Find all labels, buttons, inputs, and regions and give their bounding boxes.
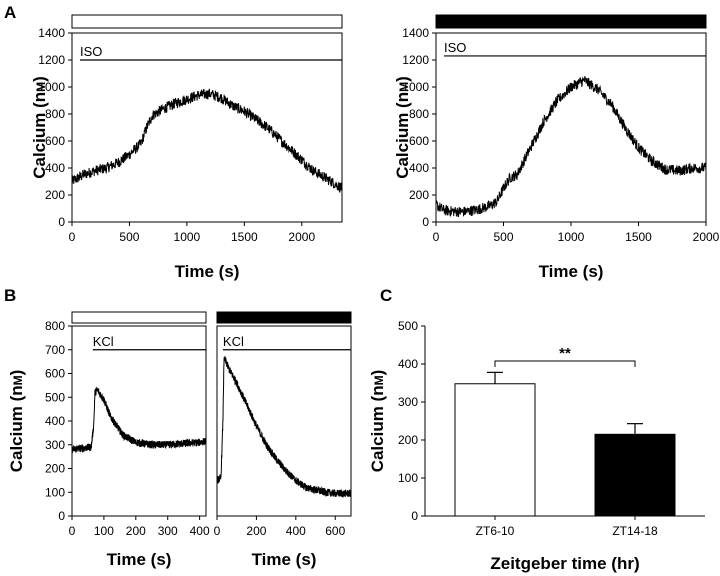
xtick-label-a2-0: 0 [433, 230, 440, 244]
ylabel-unit-molar: M [34, 82, 48, 92]
x-axis-label-b2: Time (s) [252, 550, 317, 569]
ylabel-unit-molar: M [11, 375, 25, 385]
ytick-label-b1-8: 800 [45, 319, 65, 333]
ytick-label-a2-0: 0 [422, 215, 429, 229]
xtick-label-b2-2: 400 [286, 524, 306, 538]
xtick-label-b1-3: 300 [158, 524, 178, 538]
x-axis-label-b1: Time (s) [107, 550, 172, 569]
significance-bracket-c [494, 360, 636, 367]
bar-c-1 [594, 433, 676, 517]
x-axis-label-a2: Time (s) [539, 262, 604, 281]
x-axis-label-a1: Time (s) [175, 262, 240, 281]
xtick-label-a1-1: 500 [119, 230, 139, 244]
ylabel-unit-molar: M [397, 82, 411, 92]
panel-letter-c: C [380, 286, 392, 305]
plot-frame-a2 [435, 32, 707, 223]
panel-letter-b: B [4, 286, 16, 305]
ytick-label-c-4: 400 [398, 357, 418, 371]
trace-line-b2 [216, 356, 352, 498]
condition-bar-a2 [435, 14, 707, 29]
xtick-label-b1-2: 200 [126, 524, 146, 538]
significance-label-c: ** [559, 345, 571, 362]
xtick-label-a1-4: 2000 [288, 230, 315, 244]
y-axis-label-a2: Calcium (nM) [393, 76, 412, 179]
ytick-label-b1-1: 100 [45, 485, 65, 499]
xtick-label-a2-3: 1500 [625, 230, 652, 244]
ytick-label-a2-3: 600 [409, 134, 429, 148]
ytick-label-a1-6: 1200 [38, 53, 65, 67]
ytick-label-a1-2: 400 [45, 161, 65, 175]
xtick-label-b2-1: 200 [246, 524, 266, 538]
xtick-label-a2-4: 2000 [693, 230, 720, 244]
ytick-label-c-3: 300 [398, 395, 418, 409]
stimulus-label-b1: KCl [93, 334, 114, 349]
ytick-label-a1-1: 200 [45, 188, 65, 202]
ytick-label-b1-0: 0 [58, 509, 65, 523]
stimulus-label-a2: ISO [444, 40, 466, 55]
xtick-label-a2-1: 500 [493, 230, 513, 244]
category-label-c-0: ZT6-10 [476, 524, 515, 538]
ytick-label-c-1: 100 [398, 471, 418, 485]
ytick-label-a2-5: 1000 [402, 80, 429, 94]
ytick-label-a2-7: 1400 [402, 26, 429, 40]
ytick-label-c-0: 0 [411, 509, 418, 523]
xtick-label-b1-4: 400 [190, 524, 210, 538]
plot-frame-a1 [71, 32, 343, 223]
xtick-label-b2-0: 0 [214, 524, 221, 538]
y-axis-label-b1: Calcium (nM) [7, 370, 26, 473]
category-label-c-1: ZT14-18 [612, 524, 658, 538]
ytick-label-b1-3: 300 [45, 438, 65, 452]
trace-line-b1 [71, 386, 207, 454]
y-axis-label-a1: Calcium (nM) [30, 76, 49, 179]
ytick-label-a1-7: 1400 [38, 26, 65, 40]
xtick-label-a1-2: 1000 [174, 230, 201, 244]
x-axis-label-c: Zeitgeber time (hr) [490, 554, 639, 573]
ytick-label-a2-2: 400 [409, 161, 429, 175]
ytick-label-b1-6: 600 [45, 367, 65, 381]
xtick-label-a2-2: 1000 [558, 230, 585, 244]
ytick-label-b1-5: 500 [45, 390, 65, 404]
xtick-label-a1-0: 0 [69, 230, 76, 244]
xtick-label-b1-0: 0 [69, 524, 76, 538]
bar-c-0 [454, 383, 536, 517]
ytick-label-a2-1: 200 [409, 188, 429, 202]
ytick-label-a1-3: 600 [45, 134, 65, 148]
ytick-label-b1-7: 700 [45, 343, 65, 357]
ytick-label-c-2: 200 [398, 433, 418, 447]
condition-bar-a1 [71, 14, 343, 29]
ytick-label-c-5: 500 [398, 319, 418, 333]
xtick-label-a1-3: 1500 [231, 230, 258, 244]
condition-bar-b2 [216, 311, 352, 324]
ytick-label-a1-5: 1000 [38, 80, 65, 94]
ytick-label-a1-0: 0 [58, 215, 65, 229]
trace-line-a2 [435, 76, 707, 218]
y-axis-label-c: Calcium (nM) [368, 370, 387, 473]
ytick-label-a2-6: 1200 [402, 53, 429, 67]
ytick-label-b1-4: 400 [45, 414, 65, 428]
xtick-label-b2-3: 600 [325, 524, 345, 538]
ytick-label-a2-4: 800 [409, 107, 429, 121]
ytick-label-a1-4: 800 [45, 107, 65, 121]
panel-letter-a: A [4, 3, 16, 22]
ytick-label-b1-2: 200 [45, 462, 65, 476]
condition-bar-b1 [71, 311, 207, 324]
stimulus-label-a1: ISO [80, 44, 102, 59]
trace-line-a1 [71, 88, 343, 193]
plot-frame-b2 [216, 325, 352, 517]
ylabel-unit-molar: M [372, 375, 386, 385]
stimulus-label-b2: KCl [223, 334, 244, 349]
xtick-label-b1-1: 100 [94, 524, 114, 538]
plot-frame-b1 [71, 325, 207, 517]
